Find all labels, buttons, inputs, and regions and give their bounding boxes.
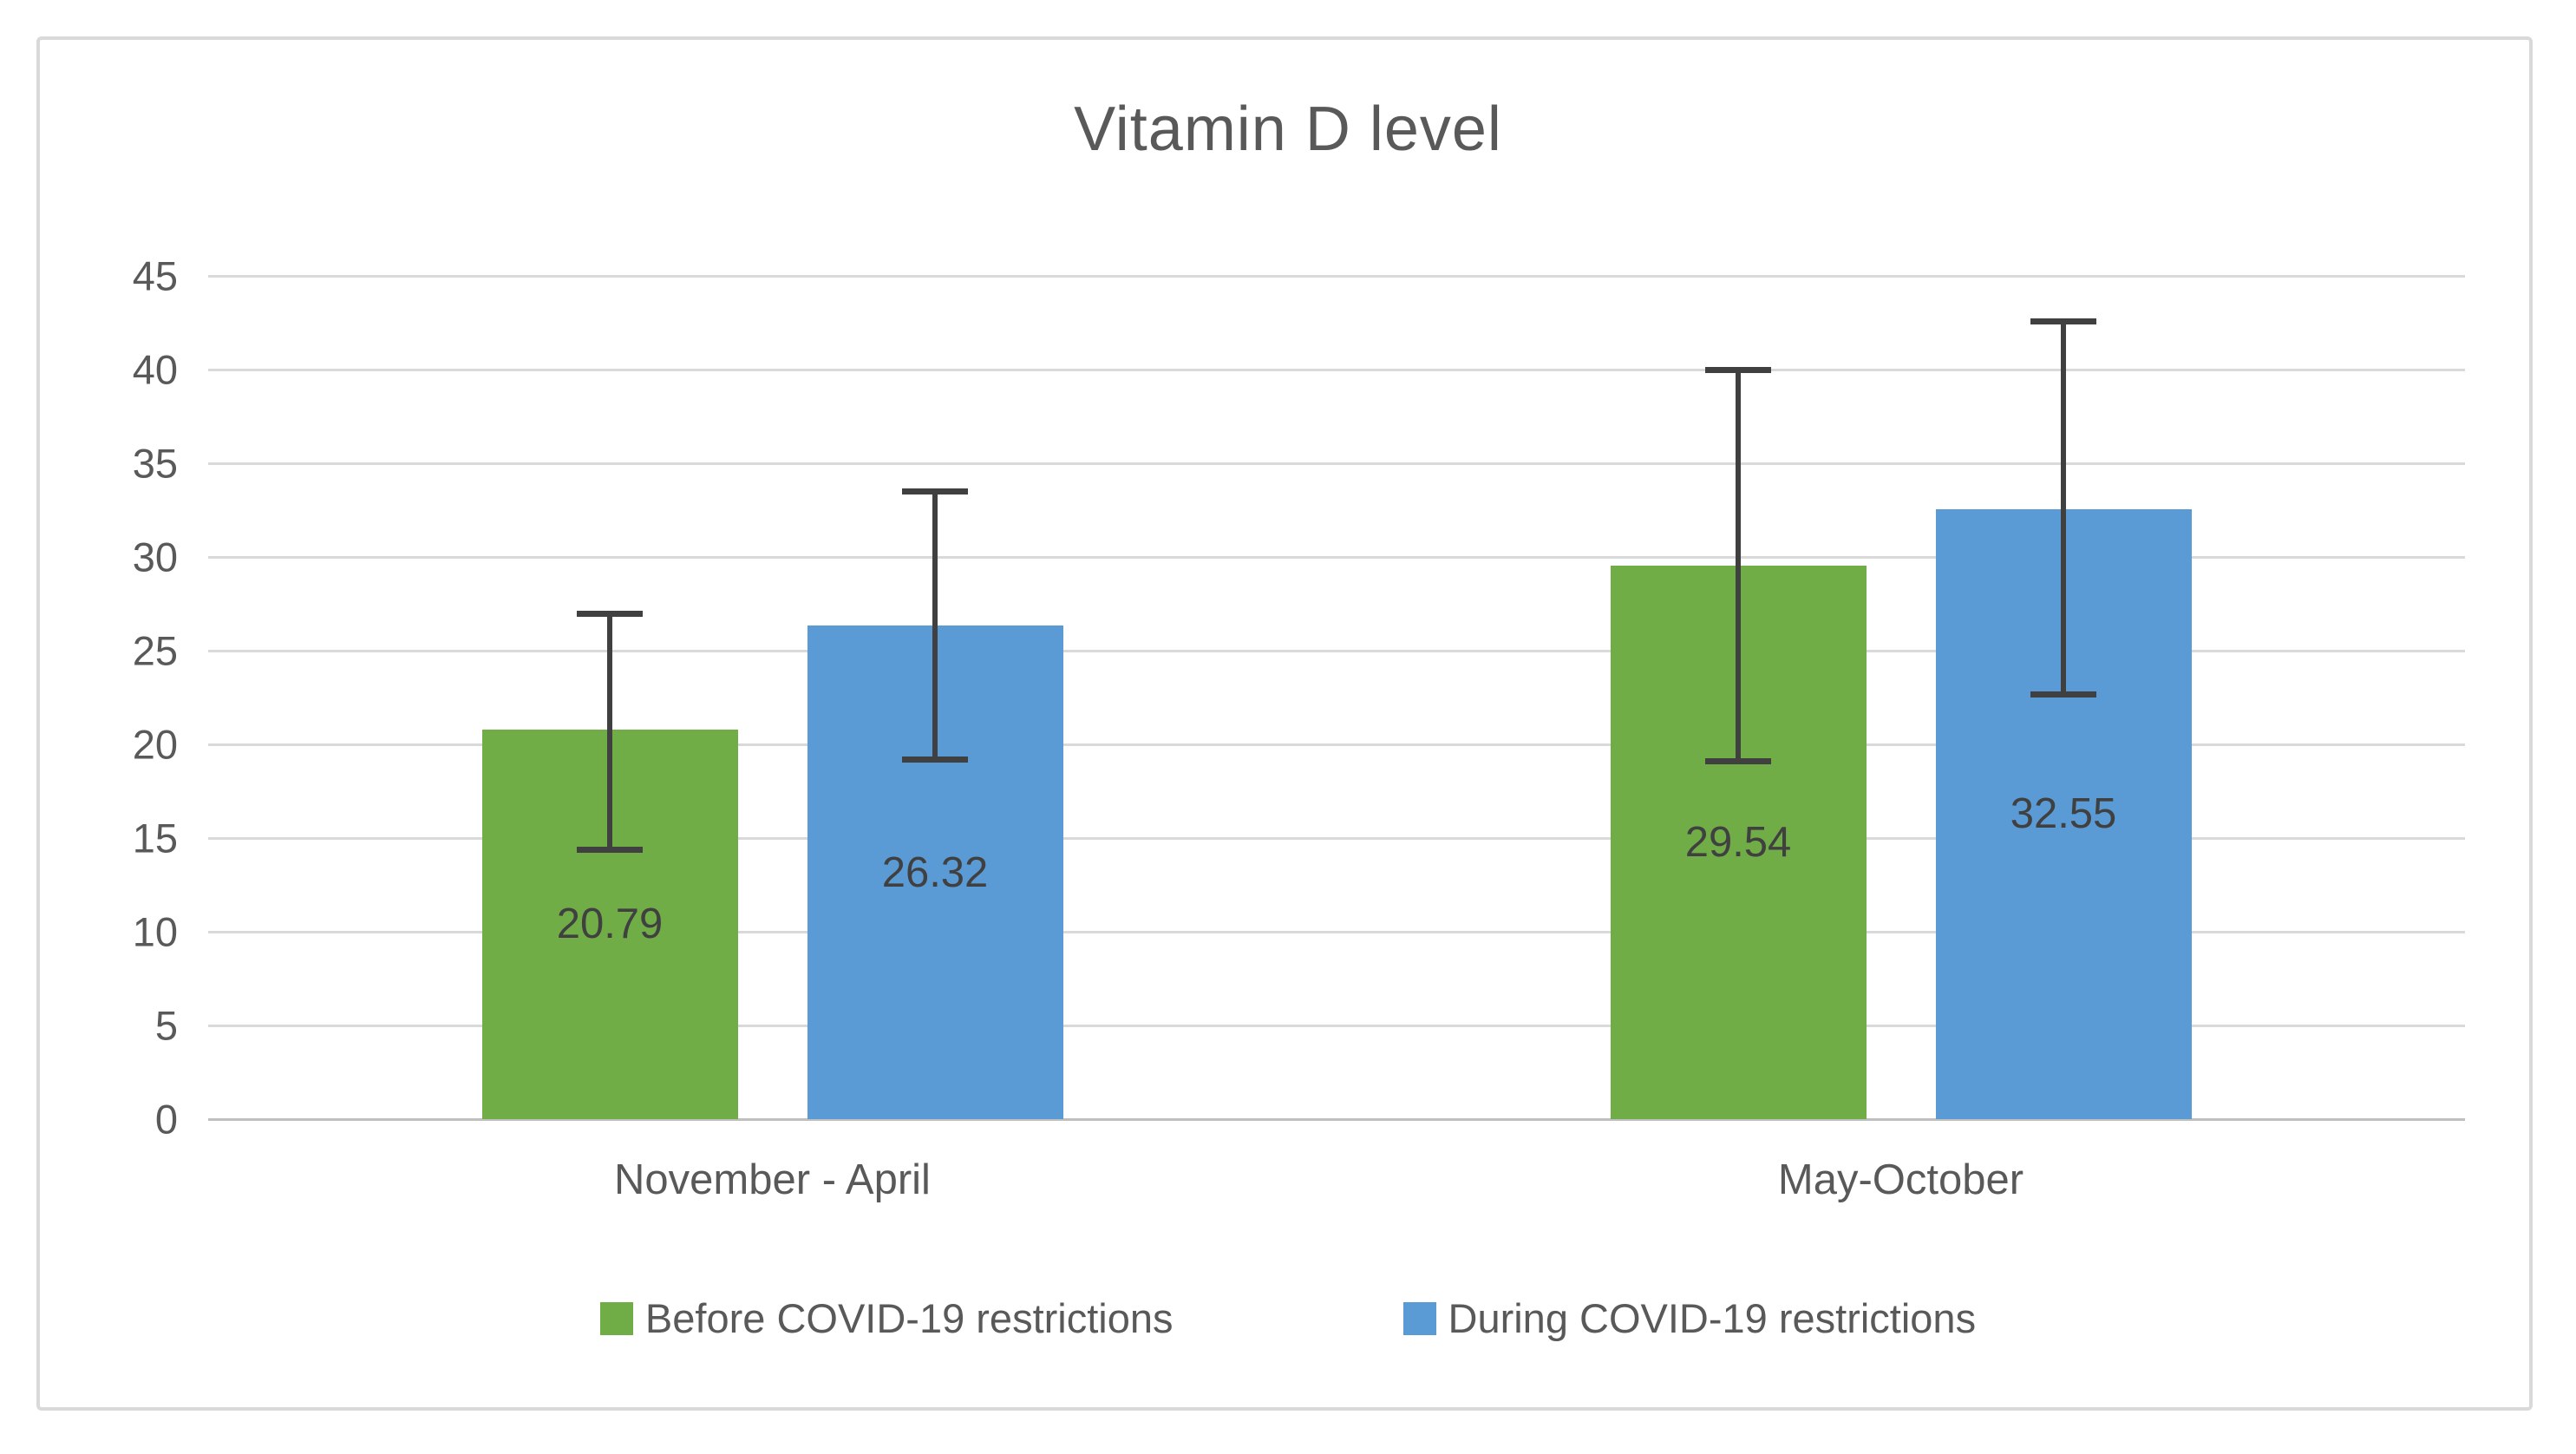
data-label: 32.55 [2010,790,2117,838]
error-bar-line [932,491,938,760]
y-tick-label: 30 [132,534,178,580]
gridline [208,1025,2465,1027]
y-tick-label: 10 [132,908,178,955]
y-tick-label: 0 [154,1096,178,1143]
gridline [208,650,2465,652]
x-category-label: November - April [614,1156,931,1203]
error-bar-cap-top [577,610,643,617]
data-label: 20.79 [556,901,664,948]
gridline [208,462,2465,465]
data-label: 26.32 [881,848,989,896]
legend-label: During COVID-19 restrictions [1448,1295,1977,1341]
legend-item-before: Before COVID-19 restrictions [599,1294,1174,1342]
gridline [208,743,2465,746]
error-bar-cap-bottom [2030,691,2096,698]
chart-title: Vitamin D level [1074,95,1502,164]
error-bar-cap-bottom [577,846,643,853]
legend-swatch-icon [599,1301,633,1335]
y-tick-label: 35 [132,440,178,487]
gridline [208,369,2465,371]
legend-swatch-icon [1402,1301,1436,1335]
y-tick-label: 5 [154,1002,178,1049]
legend: Before COVID-19 restrictions During COVID… [0,1294,2576,1342]
error-bar-cap-top [902,488,968,495]
error-bar-line [2061,320,2066,694]
data-label: 29.54 [1684,818,1792,866]
error-bar-line [1736,370,1741,762]
gridline [208,837,2465,840]
error-bar-cap-top [1705,367,1771,373]
y-tick-label: 15 [132,815,178,861]
y-tick-label: 25 [132,627,178,674]
error-bar-cap-bottom [902,756,968,763]
gridline [208,275,2465,278]
legend-item-during: During COVID-19 restrictions [1402,1294,1977,1342]
gridline [208,931,2465,933]
y-tick-label: 20 [132,721,178,768]
error-bar-line [607,612,612,849]
gridline [208,556,2465,559]
error-bar-cap-top [2030,318,2096,324]
error-bar-cap-bottom [1705,758,1771,765]
x-axis-line [208,1118,2465,1121]
x-category-label: May-October [1777,1156,2024,1203]
legend-label: Before COVID-19 restrictions [644,1295,1174,1341]
y-tick-label: 40 [132,346,178,393]
y-tick-label: 45 [132,252,178,299]
